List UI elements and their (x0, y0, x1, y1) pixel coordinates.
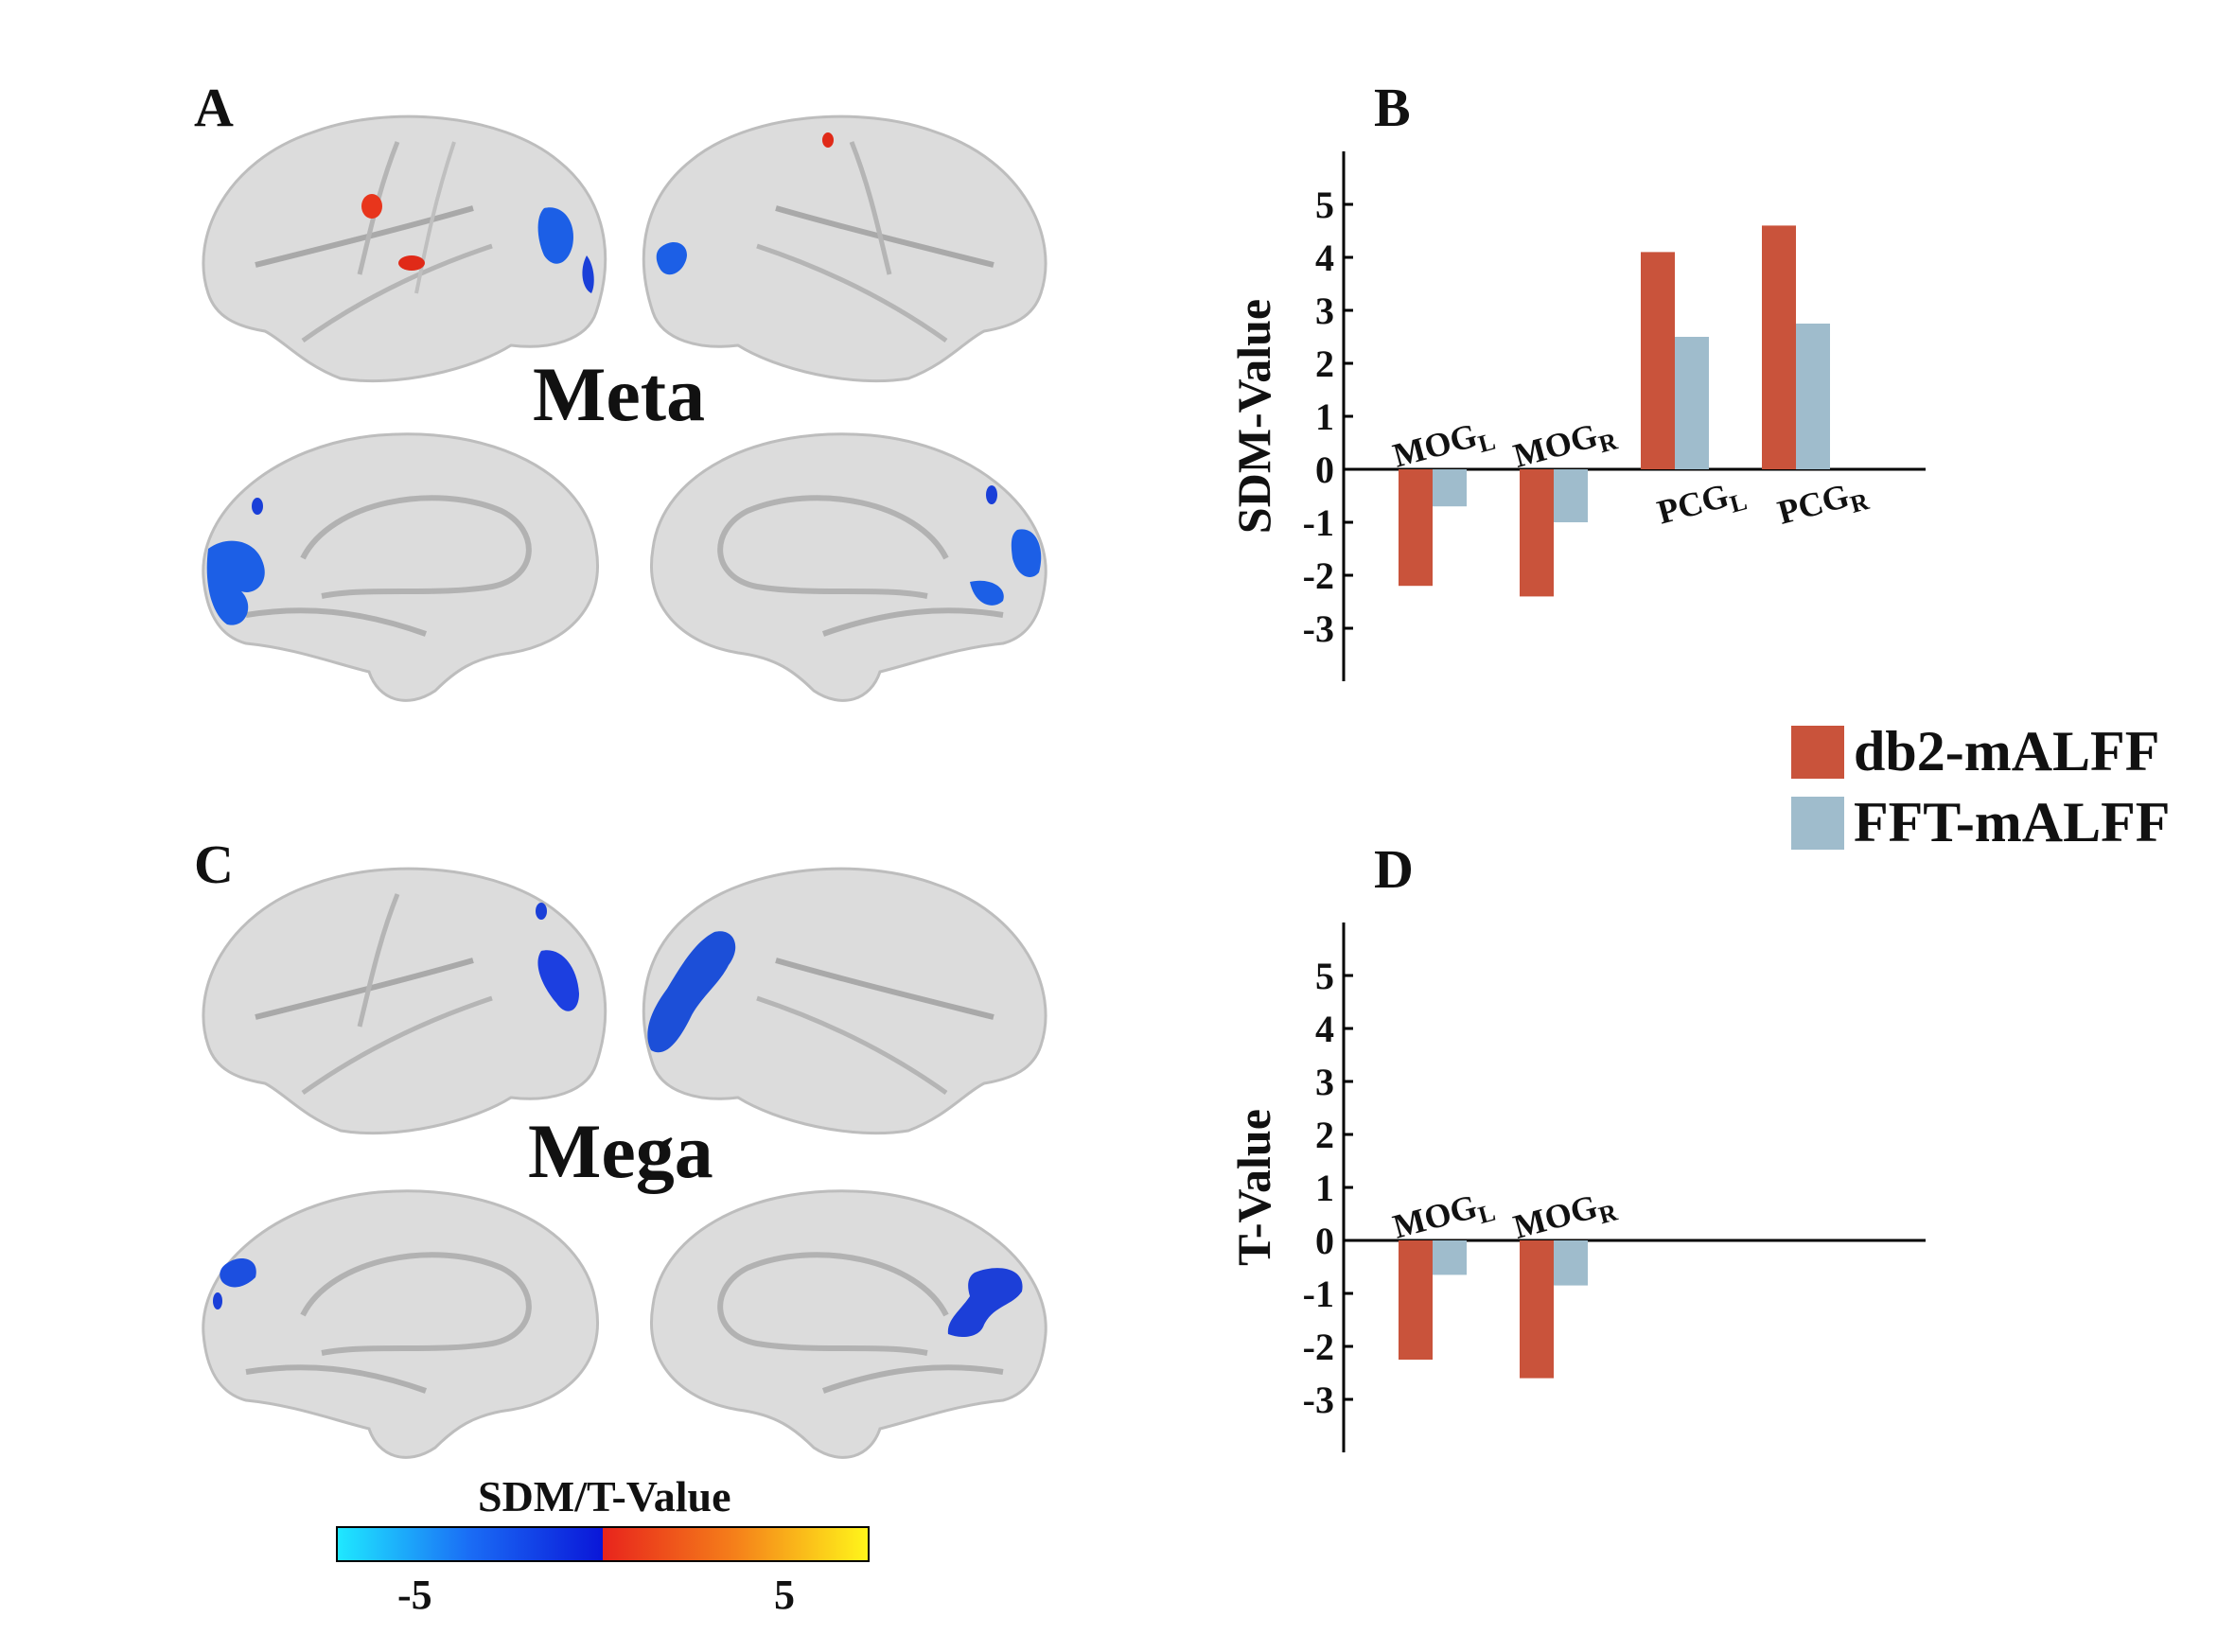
brain-meta-left-lateral (202, 114, 607, 383)
y-axis-label: SDM-Value (1227, 299, 1280, 534)
brain-mega-left-lateral (202, 867, 607, 1135)
category-label: PCGL (1653, 472, 1750, 537)
y-tick-label: 4 (1315, 237, 1334, 279)
y-tick-label: 1 (1315, 395, 1334, 438)
bar-fft (1433, 469, 1467, 507)
y-tick-label: 2 (1315, 343, 1334, 385)
legend-label-db2: db2-mALFF (1854, 720, 2160, 782)
colorbar-tick-neg: -5 (397, 1572, 432, 1618)
bar-db2 (1641, 252, 1675, 469)
bar-fft (1675, 337, 1709, 469)
y-tick-label: -1 (1303, 501, 1334, 544)
y-axis-label: T-Value (1227, 1109, 1280, 1266)
brain-meta-left-medial (202, 432, 599, 702)
brain-meta-right-lateral (642, 114, 1047, 383)
colorbar-title: SDM/T-Value (478, 1472, 731, 1520)
legend-item-fft: FFT-mALFF (1791, 790, 2170, 855)
brain-meta-right-medial (650, 432, 1047, 702)
legend-label-fft: FFT-mALFF (1854, 791, 2171, 853)
panel-letter-a: A (194, 77, 234, 138)
colorbar (336, 1526, 870, 1562)
meta-label: Meta (533, 351, 706, 437)
legend-swatch-db2 (1791, 725, 1844, 779)
panel-letter-c: C (194, 834, 234, 895)
y-tick-label: -3 (1303, 607, 1334, 650)
panel-letter-d: D (1374, 838, 1414, 900)
colorbar-tick-pos: 5 (774, 1572, 795, 1618)
brain-mega-left-medial (202, 1189, 599, 1459)
brain-mega-right-lateral (642, 867, 1047, 1135)
y-tick-label: 3 (1315, 1061, 1334, 1103)
y-tick-label: 5 (1315, 955, 1334, 997)
legend-swatch-fft (1791, 796, 1844, 850)
bar-db2 (1762, 225, 1796, 469)
bar-db2 (1399, 469, 1433, 587)
category-label: PCGR (1774, 472, 1873, 537)
y-tick-label: 3 (1315, 290, 1334, 332)
bar-fft (1554, 469, 1588, 522)
y-tick-label: -3 (1303, 1379, 1334, 1421)
y-tick-label: 2 (1315, 1114, 1334, 1156)
bar-fft (1796, 324, 1830, 469)
y-tick-label: 4 (1315, 1008, 1334, 1050)
y-tick-label: 0 (1315, 448, 1334, 491)
mega-label: Mega (528, 1108, 713, 1194)
bar-db2 (1520, 1240, 1554, 1379)
y-tick-label: 1 (1315, 1167, 1334, 1209)
panel-letter-b: B (1374, 77, 1411, 138)
bar-fft (1433, 1240, 1467, 1275)
y-tick-label: 0 (1315, 1220, 1334, 1262)
brain-mega-right-medial (650, 1189, 1047, 1459)
y-tick-label: 5 (1315, 184, 1334, 226)
y-tick-label: -2 (1303, 1326, 1334, 1368)
bar-db2 (1399, 1240, 1433, 1360)
y-tick-label: -2 (1303, 554, 1334, 597)
bar-fft (1554, 1240, 1588, 1286)
y-tick-label: -1 (1303, 1273, 1334, 1315)
legend-item-db2: db2-mALFF (1791, 719, 2159, 784)
bar-db2 (1520, 469, 1554, 597)
